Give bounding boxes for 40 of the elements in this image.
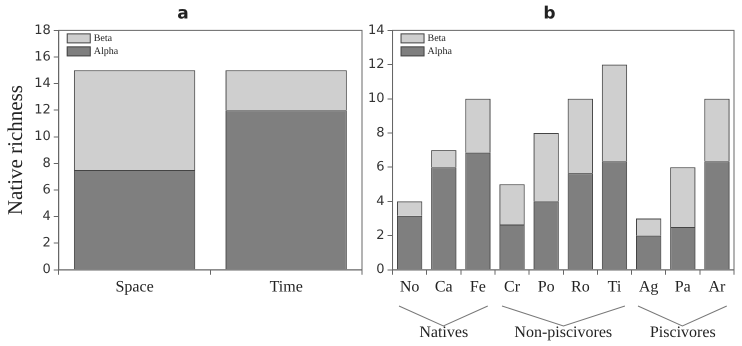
y-axis-title: Native richness xyxy=(3,85,28,216)
y-tick-label: 0 xyxy=(42,262,51,278)
text: Natives xyxy=(419,324,468,342)
x-tick-label: Ca xyxy=(434,278,453,296)
y-tick-label: 2 xyxy=(42,236,51,251)
chart-title: a xyxy=(177,4,189,24)
x-tick-label: Time xyxy=(270,278,303,296)
y-tick-label: 0 xyxy=(376,262,385,278)
legend-label: Alpha xyxy=(94,46,119,58)
y-tick-label: 4 xyxy=(376,194,385,209)
x-tick-label: Ro xyxy=(571,278,590,296)
y-tick-label: 10 xyxy=(368,91,385,106)
x-tick-label: Space xyxy=(115,278,154,296)
y-tick-label: 18 xyxy=(34,22,51,38)
y-tick-label: 8 xyxy=(376,125,385,140)
y-tick-label: 4 xyxy=(42,208,51,224)
y-tick-label: 16 xyxy=(34,49,51,64)
chart-title: b xyxy=(543,4,556,24)
legend-label: Beta xyxy=(94,33,113,44)
x-tick-label: Ar xyxy=(708,278,726,296)
x-tick-label: Fe xyxy=(470,278,486,296)
text: Piscivores xyxy=(650,324,716,342)
y-tick-label: 8 xyxy=(42,156,51,171)
x-tick-label: No xyxy=(400,278,420,296)
x-tick-label: Cr xyxy=(504,278,521,296)
y-tick-label: 12 xyxy=(368,56,385,72)
y-tick-label: 6 xyxy=(42,182,51,198)
x-tick-label: Pa xyxy=(674,278,691,296)
y-tick-label: 10 xyxy=(34,129,51,144)
x-tick-label: Ti xyxy=(608,278,622,296)
y-tick-label: 6 xyxy=(376,160,385,175)
y-tick-label: 14 xyxy=(368,22,385,38)
y-tick-label: 14 xyxy=(34,76,51,91)
y-tick-label: 2 xyxy=(376,228,385,243)
text: Non-piscivores xyxy=(514,324,612,342)
legend-label: Beta xyxy=(428,33,446,44)
y-tick-label: 12 xyxy=(34,102,51,118)
legend-label: Alpha xyxy=(428,46,453,58)
x-tick-label: Po xyxy=(538,278,555,296)
x-tick-label: Ag xyxy=(638,278,658,296)
